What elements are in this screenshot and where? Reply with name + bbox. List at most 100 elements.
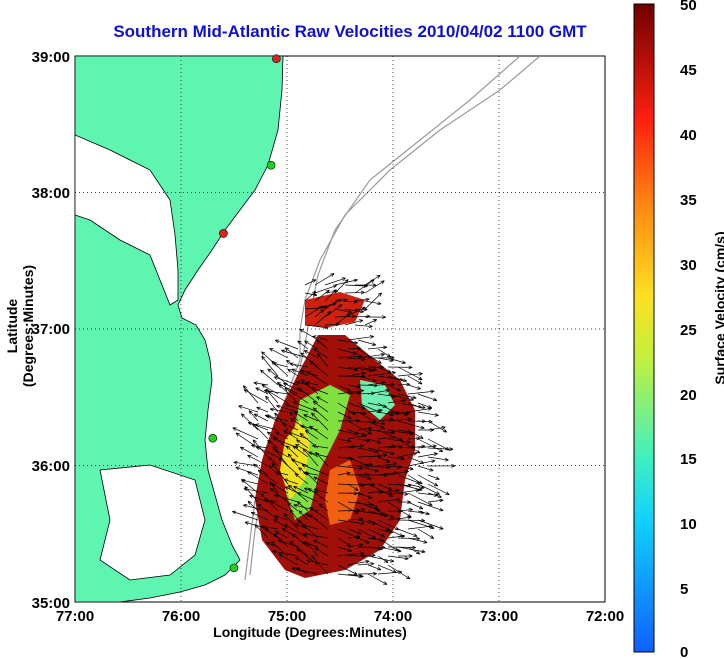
velocity-arrow	[387, 375, 408, 383]
velocity-arrow	[387, 515, 412, 521]
velocity-arrow	[253, 381, 269, 386]
velocity-arrow	[364, 300, 382, 306]
velocity-arrow	[377, 456, 391, 463]
velocity-arrow	[292, 445, 309, 458]
velocity-arrow	[304, 290, 317, 302]
xtick-label: 77:00	[56, 608, 94, 625]
velocity-arrow	[283, 478, 299, 485]
ytick-label: 37:00	[32, 321, 70, 338]
velocity-arrow	[337, 471, 351, 476]
velocity-arrow	[357, 537, 370, 544]
velocity-arrow	[387, 456, 405, 461]
velocity-arrow	[337, 438, 352, 443]
velocity-arrow	[367, 528, 386, 538]
velocity-arrow	[302, 541, 319, 548]
velocity-arrow	[265, 395, 279, 413]
velocity-arrow	[303, 350, 319, 359]
velocity-arrow	[367, 573, 388, 585]
velocity-arrow	[284, 524, 309, 539]
velocity-arrow	[269, 407, 289, 413]
velocity-arrow	[297, 387, 319, 404]
velocity-arrow	[357, 339, 377, 346]
velocity-arrow	[293, 401, 319, 413]
velocity-arrow	[307, 488, 329, 503]
velocity-arrow	[268, 464, 279, 476]
velocity-arrow	[417, 438, 444, 453]
velocity-arrow	[274, 412, 289, 431]
velocity-arrow	[317, 353, 329, 368]
velocity-arrow	[314, 308, 325, 318]
velocity-arrow	[377, 510, 395, 519]
station-marker	[219, 229, 228, 238]
velocity-arrow	[397, 420, 425, 430]
velocity-arrow	[427, 498, 444, 503]
velocity-arrow	[301, 464, 329, 476]
velocity-arrow	[248, 410, 259, 422]
velocity-arrow	[417, 519, 444, 530]
velocity-arrow	[387, 365, 413, 370]
velocity-arrow	[324, 304, 343, 318]
velocity-arrow	[267, 439, 279, 449]
velocity-arrow	[357, 465, 379, 473]
velocity-arrow	[291, 567, 319, 575]
velocity-arrow	[284, 387, 309, 404]
velocity-arrow	[357, 375, 377, 382]
velocity-arrow	[316, 396, 329, 404]
velocity-arrow	[253, 413, 269, 422]
velocity-arrow	[417, 393, 438, 402]
velocity-arrow	[337, 429, 359, 436]
velocity-arrow	[344, 290, 365, 295]
velocity-arrow	[278, 384, 299, 404]
velocity-arrow	[377, 382, 395, 387]
xtick-label: 73:00	[480, 608, 518, 625]
velocity-field	[255, 292, 415, 578]
velocity-arrow	[232, 510, 259, 521]
velocity-arrow	[367, 465, 391, 470]
xtick-label: 75:00	[268, 608, 306, 625]
velocity-patch-teal	[360, 380, 395, 420]
velocity-arrow	[274, 494, 299, 503]
velocity-arrow	[367, 381, 386, 386]
velocity-arrow	[427, 483, 450, 496]
velocity-arrow	[357, 438, 371, 443]
velocity-arrow	[260, 524, 279, 530]
velocity-arrow	[337, 465, 363, 471]
velocity-arrow	[296, 500, 309, 512]
velocity-arrow	[267, 456, 279, 467]
velocity-arrow	[296, 439, 309, 449]
velocity-arrow	[304, 292, 318, 297]
velocity-arrow	[387, 534, 406, 539]
velocity-arrow	[427, 420, 448, 433]
velocity-arrow	[407, 402, 422, 409]
velocity-arrow	[427, 447, 454, 451]
velocity-arrow	[272, 549, 299, 557]
velocity-arrow	[347, 573, 364, 578]
velocity-arrow	[297, 519, 319, 539]
velocity-arrow	[347, 402, 366, 410]
velocity-arrow	[285, 403, 309, 413]
velocity-arrow	[256, 446, 279, 458]
velocity-arrow	[324, 289, 337, 302]
velocity-arrow	[427, 456, 449, 462]
velocity-arrow	[347, 384, 361, 389]
colorbar-tick: 0	[680, 644, 688, 659]
station-markers	[208, 54, 281, 573]
velocity-arrow	[314, 289, 330, 302]
velocity-patch-green	[285, 385, 350, 520]
velocity-arrow	[367, 564, 382, 571]
xtick-label: 72:00	[586, 608, 624, 625]
velocity-arrow	[287, 502, 299, 512]
velocity-arrow	[291, 368, 309, 377]
velocity-arrow	[387, 393, 414, 402]
velocity-arrow	[407, 501, 424, 510]
velocity-arrow	[377, 411, 394, 417]
velocity-arrow	[302, 448, 319, 467]
velocity-arrow	[300, 352, 319, 368]
velocity-arrow	[357, 352, 385, 359]
velocity-arrow	[377, 366, 392, 373]
velocity-arrow	[427, 425, 446, 431]
velocity-arrow	[276, 404, 299, 413]
velocity-arrow	[407, 483, 425, 490]
velocity-arrow	[347, 335, 374, 341]
